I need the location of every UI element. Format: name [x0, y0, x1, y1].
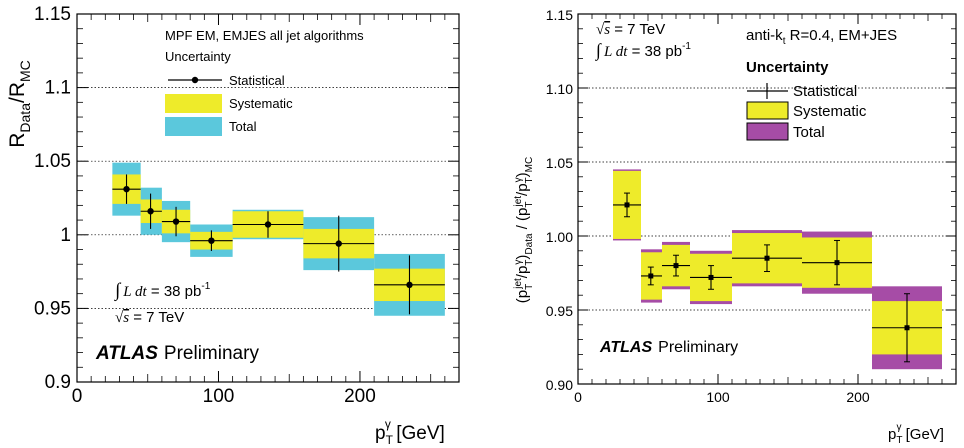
- right-data-point: [904, 325, 910, 331]
- right-y-tick-label: 1.00: [546, 229, 573, 245]
- right-y-tick-label: 1.10: [546, 81, 573, 97]
- left-y-tick-label: 1.15: [34, 4, 71, 25]
- left-panel: 0.9 0.95 1 1.05 1.1 1.15 0 100 200 RData/RMC pTγ…: [6, 4, 460, 447]
- right-legend-total-label: Total: [793, 124, 825, 141]
- right-x-tick-label: 100: [706, 389, 730, 405]
- right-y-tick-label: 0.95: [546, 303, 573, 319]
- left-x-tick-label: 200: [344, 386, 376, 407]
- left-luminosity-text: ∫ L dt = 38 pb-1: [114, 280, 211, 302]
- right-data-point: [624, 202, 630, 208]
- right-y-tick-label: 1.15: [546, 7, 573, 23]
- right-legend-stat-swatch: [747, 83, 788, 99]
- left-x-tick-label: 0: [72, 386, 83, 407]
- right-x-tick-label: 0: [574, 389, 582, 405]
- right-legend-syst-swatch: [746, 101, 789, 120]
- left-axis-ticks: 0.9 0.95 1 1.05 1.1 1.15 0 100 200: [34, 4, 459, 407]
- right-data-point: [673, 263, 679, 269]
- right-panel: 0.90 0.95 1.00 1.05 1.10 1.15 0 100 200 (pTjet/p…: [513, 7, 957, 446]
- left-legend-stat-label: Statistical: [229, 73, 285, 88]
- right-data-point: [648, 273, 654, 279]
- left-y-tick-label: 1.05: [34, 151, 71, 172]
- left-data-point: [123, 185, 130, 193]
- right-energy-text: √s = 7 TeV: [596, 21, 665, 38]
- right-data-point: [834, 260, 840, 266]
- left-legend-stat-swatch: [168, 76, 222, 84]
- right-legend-total-swatch: [746, 122, 789, 141]
- left-legend-syst-label: Systematic: [229, 96, 293, 111]
- left-legend-total-label: Total: [229, 119, 257, 134]
- left-legend-title-1: MPF EM, EMJES all jet algorithms: [165, 28, 364, 43]
- right-atlas-label: ATLAS Preliminary: [599, 339, 738, 356]
- left-statistical-markers: [112, 174, 445, 315]
- left-plot-frame: [76, 13, 460, 383]
- right-y-tick-label: 1.05: [546, 155, 573, 171]
- left-data-point: [335, 240, 342, 247]
- left-data-point: [147, 208, 154, 215]
- right-y-tick-label: 0.90: [546, 377, 573, 393]
- left-y-tick-label: 1.1: [45, 78, 71, 99]
- left-data-point: [264, 221, 272, 228]
- left-legend-total-swatch: [165, 117, 222, 136]
- left-data-point: [208, 237, 215, 244]
- right-data-point: [764, 255, 770, 261]
- right-x-axis-label: pTγ [GeV]: [888, 422, 944, 446]
- right-legend-syst-label: Systematic: [793, 103, 867, 120]
- left-atlas-label: ATLAS Preliminary: [95, 343, 259, 364]
- left-x-axis-label: pTγ [GeV]: [375, 417, 445, 447]
- right-plot-frame: [577, 13, 957, 385]
- left-y-tick-label: 0.95: [34, 298, 71, 319]
- right-axis-ticks: 0.90 0.95 1.00 1.05 1.10 1.15 0 100 200: [546, 7, 956, 405]
- left-legend-syst-swatch: [165, 94, 222, 113]
- right-data-point: [708, 274, 714, 280]
- left-y-tick-label: 1: [60, 225, 71, 246]
- left-x-tick-label: 100: [203, 386, 235, 407]
- right-luminosity-text: ∫ L dt = 38 pb-1: [595, 40, 691, 61]
- right-statistical-markers: [613, 192, 942, 363]
- right-x-tick-label: 200: [846, 389, 870, 405]
- right-y-axis-label: (pTjet/pTγ)Data / (pTjet/pTγ)MC: [513, 157, 535, 303]
- left-data-point: [406, 281, 413, 289]
- left-legend-title-2: Uncertainty: [165, 49, 231, 64]
- left-data-point: [172, 218, 180, 225]
- left-y-axis-label: RData/RMC: [6, 60, 33, 148]
- right-legend-stat-label: Statistical: [793, 83, 857, 100]
- right-algorithm-label: anti-kt R=0.4, EM+JES: [746, 27, 897, 47]
- left-y-tick-label: 0.9: [45, 372, 71, 393]
- right-systematic-boxes: [613, 170, 942, 355]
- right-legend-title: Uncertainty: [746, 59, 829, 76]
- left-energy-text: √s = 7 TeV: [115, 309, 184, 326]
